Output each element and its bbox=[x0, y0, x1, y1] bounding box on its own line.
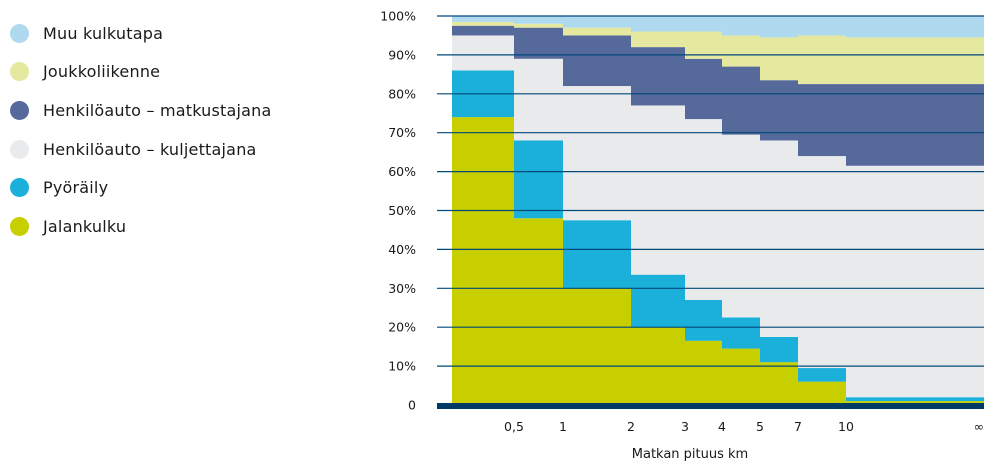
legend-swatch bbox=[10, 100, 29, 120]
legend-label: Henkilöauto – kuljettajana bbox=[43, 139, 257, 159]
bar-segment bbox=[563, 86, 631, 221]
bar-segment bbox=[631, 274, 685, 328]
y-tick-label: 10% bbox=[388, 359, 416, 374]
x-tick-label: 1 bbox=[559, 419, 567, 434]
bar-segment bbox=[452, 25, 514, 36]
bar-segment bbox=[722, 16, 760, 36]
bar-segment bbox=[760, 362, 798, 405]
bar-segment bbox=[514, 27, 563, 59]
bar-segment bbox=[798, 381, 846, 405]
bar-segment bbox=[798, 16, 846, 36]
y-tick-label: 70% bbox=[388, 125, 416, 140]
bar-segment bbox=[722, 66, 760, 135]
bar-segment bbox=[685, 31, 722, 59]
bar-segment bbox=[846, 165, 984, 398]
x-tick-label: 3 bbox=[681, 419, 689, 434]
x-tick-label: 4 bbox=[718, 419, 726, 434]
chart-legend: Muu kulkutapa Joukkoliikenne Henkilöauto –… bbox=[10, 14, 272, 246]
x-tick-label: 5 bbox=[756, 419, 764, 434]
bar-segment bbox=[846, 16, 984, 38]
bar-segment bbox=[452, 21, 514, 26]
bar-segment bbox=[760, 37, 798, 81]
bar-segment bbox=[760, 80, 798, 141]
bar-segment bbox=[514, 16, 563, 24]
y-tick-label: 50% bbox=[388, 203, 416, 218]
legend-item: Henkilöauto – kuljettajana bbox=[10, 130, 272, 169]
bar-segment bbox=[722, 348, 760, 405]
legend-item: Pyöräily bbox=[10, 168, 272, 207]
y-tick-label: 100% bbox=[380, 9, 416, 24]
bar-segment bbox=[798, 35, 846, 85]
y-tick-label: 30% bbox=[388, 281, 416, 296]
bar-segment bbox=[798, 156, 846, 369]
legend-label: Muu kulkutapa bbox=[43, 23, 164, 43]
bar-segment bbox=[631, 31, 685, 48]
bar-segment bbox=[563, 27, 631, 36]
legend-label: Jalankulku bbox=[43, 216, 127, 236]
bar-segment bbox=[631, 47, 685, 106]
bar-segment bbox=[760, 140, 798, 337]
bar-segment bbox=[760, 336, 798, 363]
bar-segment bbox=[846, 37, 984, 85]
bar-segment bbox=[846, 84, 984, 166]
legend-item: Muu kulkutapa bbox=[10, 14, 272, 53]
x-tick-label: 2 bbox=[627, 419, 635, 434]
bar-segment bbox=[514, 218, 563, 405]
x-tick-label: 10 bbox=[838, 419, 854, 434]
legend-swatch bbox=[10, 178, 29, 198]
x-axis-baseline bbox=[437, 403, 984, 409]
y-axis: 0 10% 20% 30% 40% 50% 60% 70% 80% 90% 100% bbox=[380, 9, 416, 413]
bar-segment bbox=[685, 58, 722, 120]
stacked-area bbox=[452, 16, 984, 405]
y-tick-label: 60% bbox=[388, 164, 416, 179]
x-tick-label: 0,5 bbox=[504, 419, 524, 434]
bar-segment bbox=[563, 288, 631, 405]
bar-segment bbox=[514, 23, 563, 28]
bar-segment bbox=[563, 35, 631, 87]
bar-segment bbox=[514, 58, 563, 141]
bar-segment bbox=[452, 16, 514, 22]
legend-item: Henkilöauto – matkustajana bbox=[10, 91, 272, 130]
gridlines bbox=[437, 15, 984, 367]
x-tick-label: ∞ bbox=[974, 419, 984, 434]
y-tick-label: 90% bbox=[388, 47, 416, 62]
y-tick-label: 20% bbox=[388, 320, 416, 335]
legend-swatch bbox=[10, 23, 29, 43]
y-tick-label: 40% bbox=[388, 242, 416, 257]
bar-segment bbox=[760, 16, 798, 38]
bar-segment bbox=[798, 84, 846, 157]
x-tick-label: 7 bbox=[794, 419, 802, 434]
legend-label: Joukkoliikenne bbox=[43, 62, 161, 82]
bar-segment bbox=[631, 105, 685, 275]
bar-segment bbox=[685, 119, 722, 300]
bar-segment bbox=[846, 397, 984, 402]
legend-item: Joukkoliikenne bbox=[10, 53, 272, 92]
legend-label: Henkilöauto – matkustajana bbox=[43, 100, 272, 120]
bar-segment bbox=[452, 117, 514, 405]
bar-segment bbox=[685, 340, 722, 405]
bar-segment bbox=[722, 35, 760, 67]
bar-segment bbox=[685, 16, 722, 32]
y-tick-label: 80% bbox=[388, 86, 416, 101]
y-tick-label: 0 bbox=[408, 398, 416, 413]
x-axis: 0,5 1 2 3 4 5 7 10 ∞ bbox=[504, 419, 984, 434]
bar-segment bbox=[631, 16, 685, 32]
bar-segment bbox=[722, 317, 760, 349]
legend-item: Jalankulku bbox=[10, 207, 272, 246]
bar-segment bbox=[452, 35, 514, 71]
bar-segment bbox=[563, 16, 631, 28]
legend-swatch bbox=[10, 216, 29, 236]
legend-label: Pyöräily bbox=[43, 178, 109, 198]
bar-segment bbox=[722, 134, 760, 318]
bar-segment bbox=[514, 140, 563, 219]
bar-segment bbox=[685, 299, 722, 341]
bar-segment bbox=[563, 220, 631, 289]
x-axis-title: Matkan pituus km bbox=[632, 447, 748, 462]
bar-segment bbox=[798, 368, 846, 382]
legend-swatch bbox=[10, 139, 29, 159]
legend-swatch bbox=[10, 62, 29, 82]
